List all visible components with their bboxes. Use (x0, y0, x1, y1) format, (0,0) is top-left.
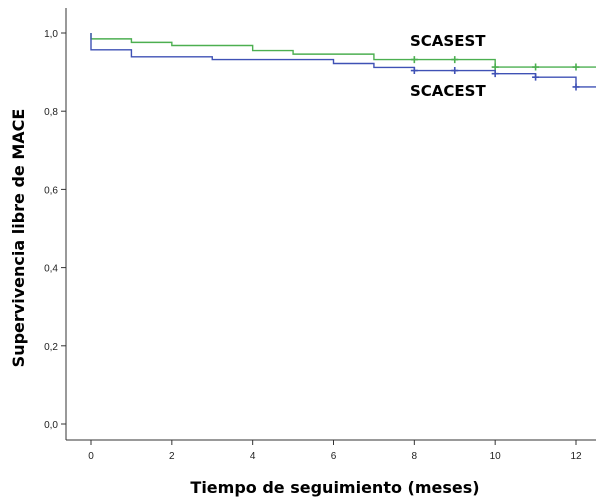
censor-mark (572, 63, 580, 71)
x-tick-label: 12 (570, 451, 582, 462)
x-ticks: 0 2 4 6 8 10 12 (88, 440, 582, 462)
x-tick-label: 4 (250, 451, 256, 462)
y-tick-label: 0,8 (44, 107, 58, 118)
x-tick-label: 8 (412, 451, 418, 462)
x-tick-label: 2 (169, 451, 175, 462)
y-tick-label: 0,0 (44, 420, 58, 431)
x-axis-title: Tiempo de seguimiento (meses) (190, 478, 479, 497)
y-tick-label: 1,0 (44, 29, 58, 40)
censor-mark (410, 56, 418, 64)
x-tick-label: 10 (490, 451, 502, 462)
y-tick-label: 0,2 (44, 342, 58, 353)
censor-mark (491, 63, 499, 71)
y-axis-title: Supervivencia libre de MACE (9, 109, 28, 368)
y-tick-label: 0,4 (44, 264, 58, 275)
censor-mark (410, 67, 418, 75)
survival-curve (90, 33, 596, 68)
censor-mark (451, 56, 459, 64)
series-scacest (90, 33, 596, 91)
plot-area: 0,0 0,2 0,4 0,6 0,8 1,0 0 2 4 6 8 10 12 (44, 8, 596, 462)
series-label-scacest: SCACEST (410, 82, 486, 100)
series-layer (90, 33, 596, 91)
x-tick-label: 6 (331, 451, 337, 462)
series-label-scasest: SCASEST (410, 32, 486, 50)
series-scasest (90, 33, 596, 71)
censor-mark (491, 70, 499, 78)
y-ticks: 0,0 0,2 0,4 0,6 0,8 1,0 (44, 29, 66, 431)
censor-mark (532, 73, 540, 81)
survival-curve (90, 33, 596, 88)
x-tick-label: 0 (88, 451, 94, 462)
censor-mark (451, 67, 459, 75)
y-tick-label: 0,6 (44, 185, 58, 196)
censor-mark (572, 83, 580, 91)
censor-mark (532, 63, 540, 71)
